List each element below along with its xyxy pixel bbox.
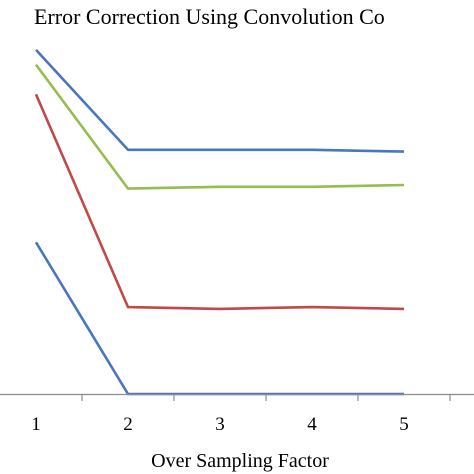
series-line-1 — [35, 49, 405, 153]
series-line-2 — [34, 63, 405, 190]
plot-area — [34, 49, 405, 396]
x-tick-label: 3 — [215, 414, 225, 435]
chart-title: Error Correction Using Convolution Co — [34, 4, 385, 29]
x-tick-label: 4 — [307, 414, 317, 435]
x-tick-label: 5 — [399, 414, 409, 435]
x-tick-label: 1 — [31, 414, 41, 435]
series-line-4 — [34, 241, 404, 396]
series-line-3 — [34, 93, 405, 311]
x-tick-label: 2 — [123, 414, 133, 435]
x-axis-ticks: 1 2 3 4 5 — [31, 394, 451, 435]
x-axis-label: Over Sampling Factor — [151, 450, 329, 472]
